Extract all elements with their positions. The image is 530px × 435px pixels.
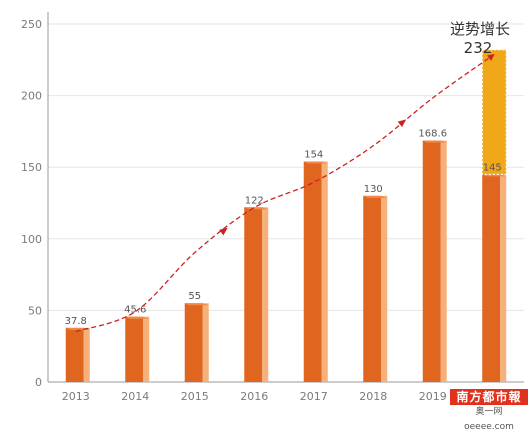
callout-title: 逆势增长: [450, 20, 510, 38]
data-label: 37.8: [65, 316, 87, 327]
trend-curve: [75, 54, 495, 332]
bar-side: [143, 316, 150, 382]
newspaper-watermark: 南方都市報 奥一网 oeeee.com: [450, 389, 528, 432]
bar-side: [321, 161, 328, 382]
trend-line: [75, 54, 495, 332]
bar-side: [500, 174, 507, 382]
watermark-logo-text: 南方都市報: [450, 389, 528, 405]
data-label: 154: [304, 149, 323, 160]
y-tick-label: 50: [28, 304, 42, 317]
bar-side: [83, 327, 90, 382]
trend-arrowhead: [219, 227, 228, 236]
x-tick-label: 2018: [359, 390, 387, 403]
bar-top: [244, 207, 269, 210]
watermark-site-text: 奥一网 oeeee.com: [464, 407, 514, 432]
data-label: 145: [483, 162, 502, 173]
data-label: 168.6: [418, 129, 447, 140]
y-tick-label: 250: [21, 18, 42, 31]
bar-top: [482, 174, 507, 177]
y-tick-label: 200: [21, 90, 42, 103]
x-tick-label: 2016: [240, 390, 268, 403]
bar: [422, 140, 441, 382]
data-label: 45.6: [124, 305, 146, 316]
x-tick-label: 2019: [419, 390, 447, 403]
grid-lines: [48, 23, 524, 311]
x-tick-label: 2014: [121, 390, 149, 403]
bar-chart: 0 50 100 150 200 250 2013 2014 2015 2016 2017 2018…: [21, 12, 524, 403]
x-tick-label: 2013: [62, 390, 90, 403]
bar-top: [422, 140, 447, 143]
projection-value-label: 232: [464, 39, 493, 57]
bar: [303, 161, 322, 382]
bar: [482, 174, 501, 382]
bar: [65, 327, 84, 382]
projection-bar: [481, 49, 507, 175]
data-labels: 37.8 45.6 55 122 154 130 168.6 145: [65, 129, 502, 327]
bar-side: [440, 140, 447, 382]
bar: [363, 195, 382, 382]
bar: [184, 303, 203, 382]
bar-top: [363, 195, 388, 198]
bar: [244, 207, 263, 382]
y-tick-label: 0: [35, 376, 42, 389]
x-tick-label: 2017: [300, 390, 328, 403]
trend-arrowhead: [397, 119, 407, 128]
data-label: 122: [245, 195, 264, 206]
y-tick-label: 150: [21, 161, 42, 174]
x-tick-label: 2015: [181, 390, 209, 403]
bar: [125, 316, 144, 382]
bars: [65, 49, 507, 382]
data-label: 55: [188, 291, 201, 302]
bar-side: [262, 207, 269, 382]
axes: 0 50 100 150 200 250 2013 2014 2015 2016 2017 2018…: [21, 12, 524, 403]
x-tick-labels: 2013 2014 2015 2016 2017 2018 2019: [62, 390, 447, 403]
data-label: 130: [364, 184, 383, 195]
y-tick-labels: 0 50 100 150 200 250: [21, 18, 42, 389]
bar-top: [184, 303, 209, 306]
bar-top: [125, 316, 150, 319]
bar-top: [303, 161, 328, 164]
bar-side: [202, 303, 209, 382]
bar-side: [381, 195, 388, 382]
y-tick-label: 100: [21, 233, 42, 246]
